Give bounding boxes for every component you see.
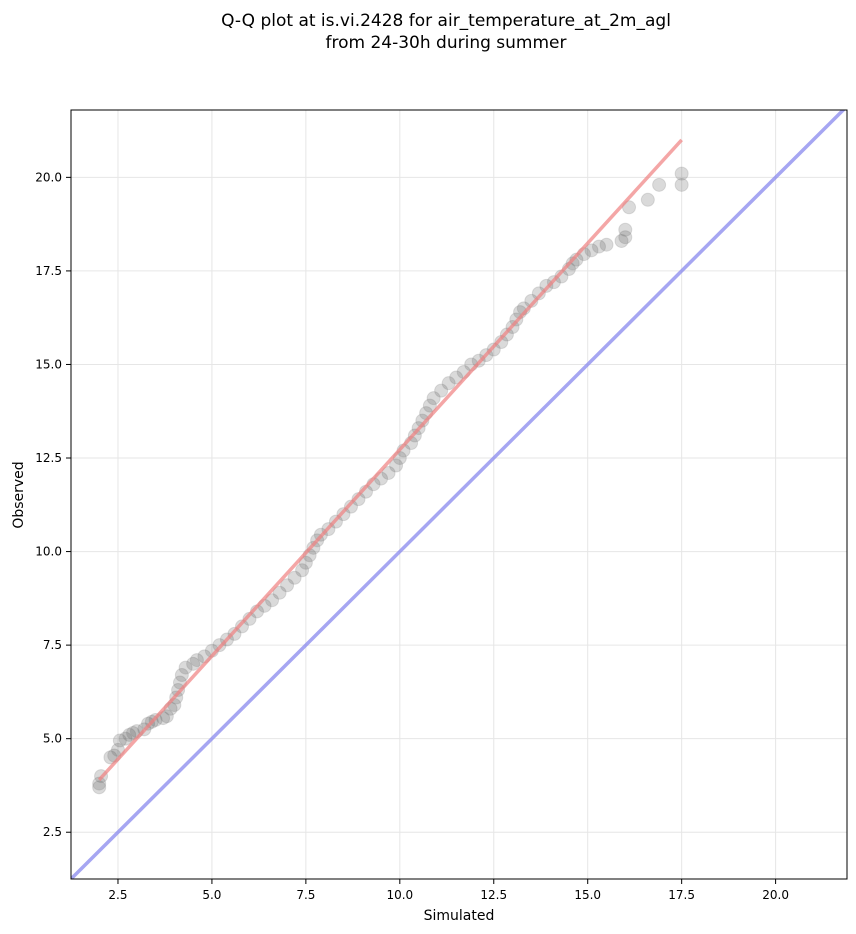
reference-line-layer bbox=[71, 110, 846, 879]
x-tick-label: 17.5 bbox=[668, 888, 695, 902]
data-point bbox=[640, 192, 655, 207]
data-point bbox=[112, 733, 127, 748]
data-point bbox=[298, 555, 313, 570]
x-tick-label: 20.0 bbox=[762, 888, 789, 902]
x-tick-label: 12.5 bbox=[480, 888, 507, 902]
chart-title-line-2: from 24-30h during summer bbox=[326, 33, 567, 53]
data-point bbox=[234, 619, 249, 634]
data-point bbox=[122, 727, 137, 742]
data-point bbox=[389, 458, 404, 473]
x-tick-label: 5.0 bbox=[202, 888, 221, 902]
data-point bbox=[265, 593, 280, 608]
data-point bbox=[674, 177, 689, 192]
y-tick-label: 20.0 bbox=[35, 170, 62, 184]
data-point bbox=[159, 709, 174, 724]
data-point bbox=[186, 656, 201, 671]
y-tick-label: 17.5 bbox=[35, 264, 62, 278]
data-point bbox=[178, 660, 193, 675]
data-point bbox=[426, 391, 441, 406]
y-axis-label: Observed bbox=[11, 461, 27, 528]
data-point bbox=[92, 780, 107, 795]
x-tick-label: 7.5 bbox=[296, 888, 315, 902]
data-point bbox=[92, 776, 107, 791]
data-point bbox=[171, 683, 186, 698]
y-tick-label: 10.0 bbox=[35, 545, 62, 559]
data-point bbox=[449, 370, 464, 385]
y-tick-label: 15.0 bbox=[35, 357, 62, 371]
y-axis-ticks: 2.5 5.0 7.5 10.0 12.5 15.0 17.5 20.0 bbox=[35, 170, 71, 839]
data-point bbox=[486, 342, 501, 357]
data-point bbox=[434, 383, 449, 398]
data-point bbox=[674, 166, 689, 181]
data-point bbox=[614, 233, 629, 248]
data-point bbox=[591, 239, 606, 254]
fit-line bbox=[97, 138, 683, 782]
y-tick-label: 12.5 bbox=[35, 451, 62, 465]
x-tick-label: 10.0 bbox=[386, 888, 413, 902]
data-point bbox=[422, 398, 437, 413]
reference-line bbox=[71, 110, 846, 879]
data-point bbox=[599, 237, 614, 252]
x-axis-ticks: 2.5 5.0 7.5 10.0 12.5 15.0 17.5 20.0 bbox=[108, 879, 789, 902]
data-point bbox=[618, 222, 633, 237]
data-point bbox=[272, 585, 287, 600]
x-axis-label: Simulated bbox=[424, 908, 495, 924]
y-tick-label: 5.0 bbox=[43, 732, 62, 746]
y-tick-label: 7.5 bbox=[43, 638, 62, 652]
data-point bbox=[531, 286, 546, 301]
x-tick-label: 2.5 bbox=[108, 888, 127, 902]
data-point bbox=[280, 578, 295, 593]
data-point bbox=[652, 177, 667, 192]
fit-line-layer bbox=[97, 138, 683, 782]
x-tick-label: 15.0 bbox=[574, 888, 601, 902]
data-point bbox=[295, 563, 310, 578]
grid-lines bbox=[71, 110, 847, 879]
data-point bbox=[565, 256, 580, 271]
chart-title-line-1: Q-Q plot at is.vi.2428 for air_temperatu… bbox=[221, 11, 671, 31]
data-point bbox=[103, 750, 118, 765]
data-point bbox=[287, 570, 302, 585]
data-point bbox=[584, 243, 599, 258]
data-point bbox=[306, 540, 321, 555]
data-point bbox=[441, 376, 456, 391]
data-point bbox=[118, 731, 133, 746]
data-point bbox=[343, 499, 358, 514]
data-point bbox=[381, 465, 396, 480]
plot-frame bbox=[70, 109, 848, 880]
data-point bbox=[174, 668, 189, 683]
data-points bbox=[92, 166, 689, 795]
y-tick-label: 2.5 bbox=[43, 825, 62, 839]
data-point bbox=[189, 653, 204, 668]
data-point bbox=[618, 230, 633, 245]
